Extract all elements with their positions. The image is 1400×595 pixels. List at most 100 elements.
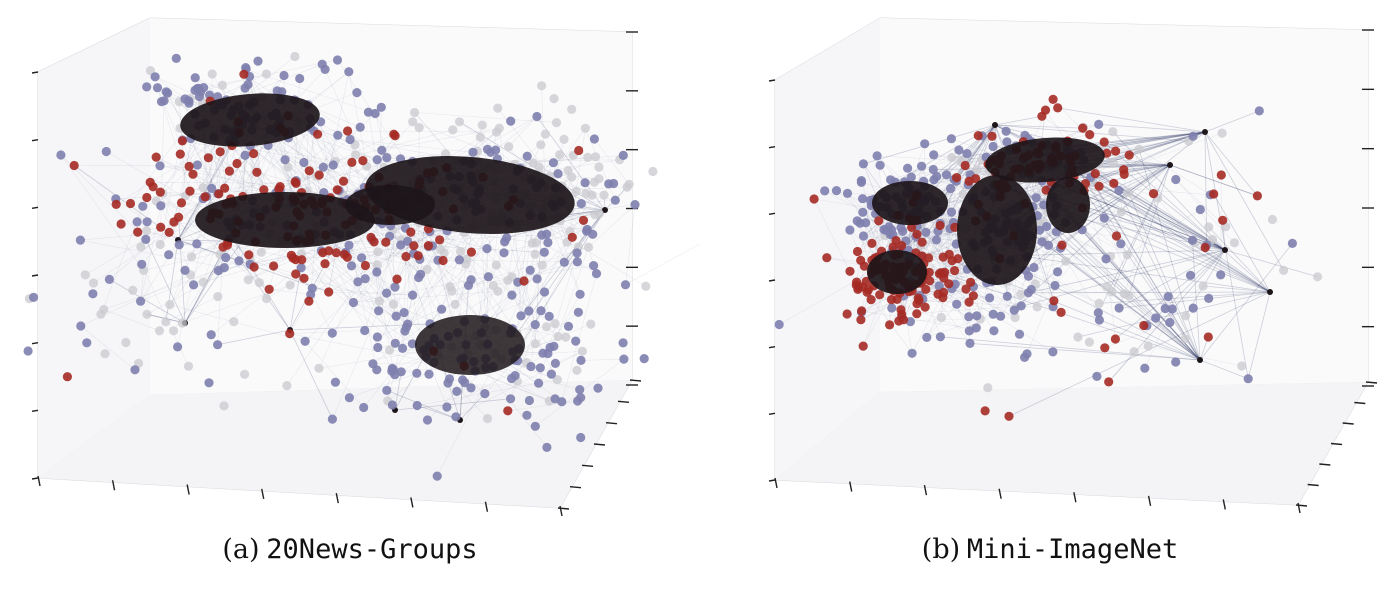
data-point bbox=[161, 87, 171, 97]
edge bbox=[115, 198, 148, 223]
data-point bbox=[1094, 181, 1104, 191]
data-point bbox=[962, 149, 972, 159]
edge bbox=[920, 214, 945, 279]
data-point bbox=[382, 288, 392, 298]
data-point bbox=[240, 369, 250, 379]
hub-edge bbox=[1054, 183, 1271, 293]
data-point bbox=[142, 192, 152, 203]
data-point bbox=[1048, 94, 1058, 104]
hub-edge bbox=[1111, 164, 1171, 293]
data-point bbox=[1216, 170, 1226, 180]
data-point bbox=[972, 165, 982, 175]
data-point bbox=[1124, 290, 1134, 301]
data-point bbox=[831, 186, 842, 196]
edge bbox=[1095, 173, 1105, 219]
tick bbox=[31, 409, 39, 413]
tick bbox=[31, 138, 39, 142]
dense-cores bbox=[180, 93, 575, 375]
hub-edge bbox=[1016, 164, 1171, 309]
data-point bbox=[455, 247, 466, 257]
edge bbox=[165, 296, 218, 323]
data-point bbox=[372, 332, 382, 342]
data-point bbox=[907, 222, 917, 232]
edge bbox=[538, 246, 579, 384]
data-point bbox=[896, 222, 906, 233]
edge bbox=[286, 281, 359, 386]
data-point bbox=[272, 86, 282, 96]
data-point bbox=[954, 145, 964, 155]
data-point bbox=[382, 153, 392, 163]
data-point bbox=[1107, 287, 1117, 297]
data-point bbox=[872, 151, 882, 161]
hub-edge bbox=[289, 329, 333, 420]
edge bbox=[1105, 258, 1156, 319]
data-point bbox=[252, 167, 262, 177]
data-point bbox=[399, 308, 409, 318]
edge bbox=[232, 121, 321, 204]
tick bbox=[31, 71, 39, 74]
data-point bbox=[374, 306, 384, 316]
hub-edge bbox=[109, 279, 186, 324]
data-point bbox=[522, 410, 532, 420]
tick bbox=[1073, 492, 1077, 503]
tick bbox=[557, 507, 570, 510]
data-point bbox=[1218, 215, 1228, 225]
hub-edge bbox=[943, 273, 1201, 361]
data-point bbox=[886, 175, 896, 185]
data-point bbox=[360, 274, 370, 284]
data-point bbox=[1163, 292, 1173, 302]
data-point bbox=[357, 253, 367, 263]
data-point bbox=[1040, 105, 1051, 115]
data-point bbox=[858, 231, 869, 241]
data-point bbox=[23, 346, 33, 356]
data-point bbox=[372, 155, 382, 165]
edge bbox=[856, 200, 871, 283]
edge bbox=[520, 254, 536, 316]
data-point bbox=[203, 153, 213, 163]
edge bbox=[377, 255, 419, 348]
axis-ticks bbox=[31, 31, 642, 517]
data-point bbox=[125, 198, 136, 209]
edge bbox=[439, 239, 472, 253]
data-point bbox=[240, 150, 250, 160]
data-point bbox=[1078, 123, 1088, 133]
data-point bbox=[232, 158, 242, 169]
data-point bbox=[215, 147, 225, 157]
data-point bbox=[855, 218, 865, 228]
edge bbox=[553, 247, 589, 347]
tick bbox=[768, 145, 776, 149]
data-point bbox=[1094, 298, 1104, 308]
data-point bbox=[1124, 188, 1134, 198]
edge bbox=[1127, 209, 1201, 256]
hub-edge bbox=[1199, 359, 1249, 380]
edge bbox=[926, 286, 974, 338]
data-point bbox=[1140, 363, 1150, 373]
hub-edge bbox=[1169, 164, 1258, 197]
edge bbox=[436, 366, 494, 477]
data-point bbox=[586, 319, 596, 329]
tick bbox=[768, 279, 776, 282]
left-pane bbox=[775, 18, 880, 480]
data-point bbox=[454, 117, 465, 127]
tick bbox=[31, 341, 39, 345]
data-point bbox=[331, 248, 341, 258]
hub-edge bbox=[1208, 226, 1271, 293]
edge bbox=[295, 245, 429, 260]
data-point bbox=[328, 160, 338, 170]
data-point bbox=[1093, 308, 1103, 318]
edge bbox=[173, 221, 224, 248]
data-point bbox=[522, 151, 532, 161]
data-point bbox=[964, 326, 974, 336]
data-point bbox=[920, 139, 930, 149]
data-point bbox=[989, 326, 999, 336]
data-point bbox=[345, 134, 355, 145]
data-point bbox=[142, 309, 152, 319]
data-point bbox=[220, 183, 230, 193]
data-point bbox=[891, 236, 901, 246]
edge bbox=[349, 373, 417, 398]
hub-edge bbox=[1057, 107, 1206, 133]
data-point bbox=[587, 190, 597, 200]
data-point bbox=[903, 163, 913, 173]
data-point bbox=[398, 343, 408, 353]
edge bbox=[191, 132, 233, 257]
